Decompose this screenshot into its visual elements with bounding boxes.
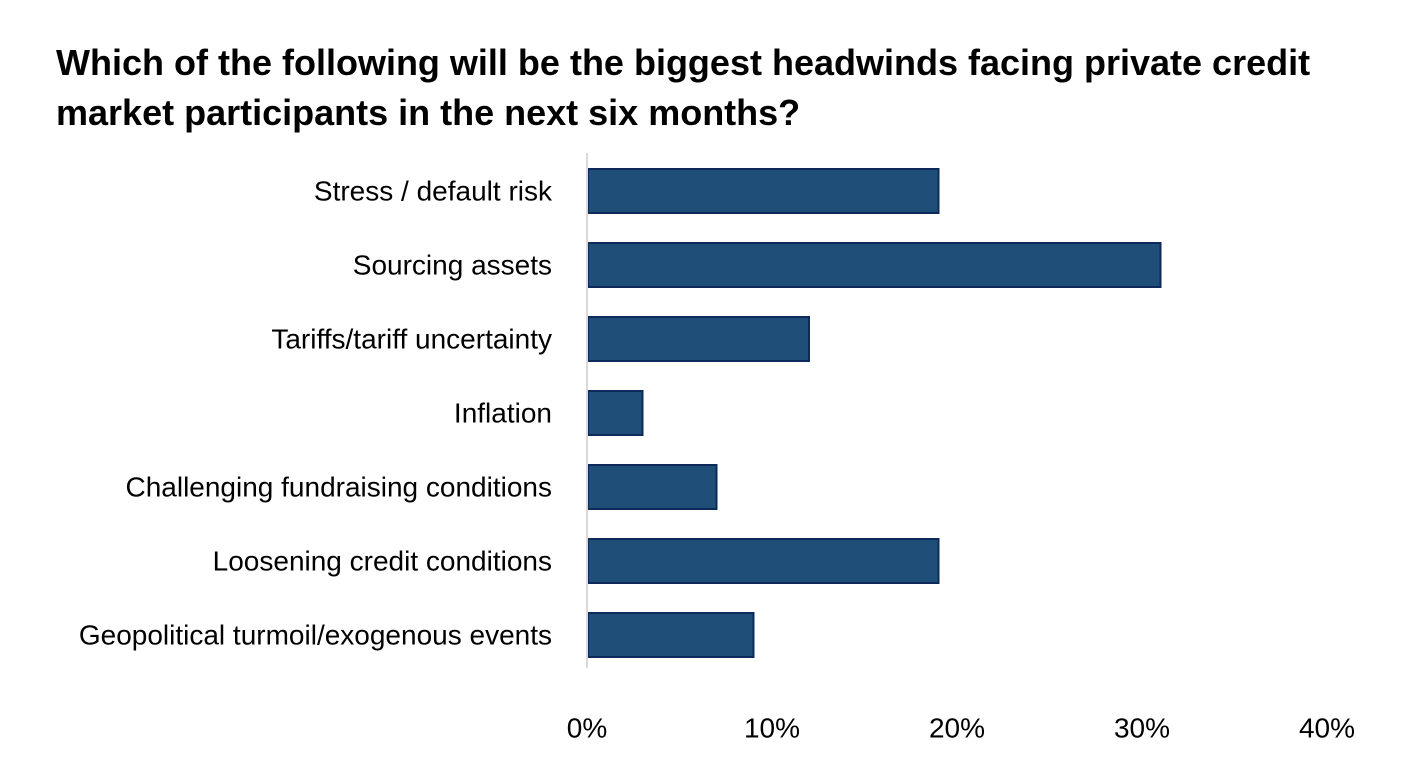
x-tick-label: 10% xyxy=(744,713,800,744)
bar xyxy=(587,242,1162,288)
category-labels-layer: Stress / default risk Sourcing assets Tari… xyxy=(79,176,553,651)
bar xyxy=(587,390,644,436)
bars-layer xyxy=(587,168,1162,658)
bar xyxy=(587,168,940,214)
chart-title: Which of the following will be the bigge… xyxy=(56,42,1311,133)
x-tick-label: 20% xyxy=(929,713,985,744)
bar xyxy=(587,316,810,362)
category-label: Inflation xyxy=(454,398,552,429)
category-label: Loosening credit conditions xyxy=(213,546,552,577)
category-label: Sourcing assets xyxy=(353,250,552,281)
category-label: Tariffs/tariff uncertainty xyxy=(271,324,552,355)
category-label: Challenging fundraising conditions xyxy=(125,472,552,503)
x-tick-label: 40% xyxy=(1299,713,1355,744)
tick-labels-layer: 0% 10% 20% 30% 40% xyxy=(567,713,1355,744)
category-label: Stress / default risk xyxy=(314,176,553,207)
bar xyxy=(587,464,718,510)
bar xyxy=(587,538,940,584)
x-tick-label: 30% xyxy=(1114,713,1170,744)
x-tick-label: 0% xyxy=(567,713,607,744)
category-label: Geopolitical turmoil/exogenous events xyxy=(79,620,552,651)
bar xyxy=(587,612,755,658)
